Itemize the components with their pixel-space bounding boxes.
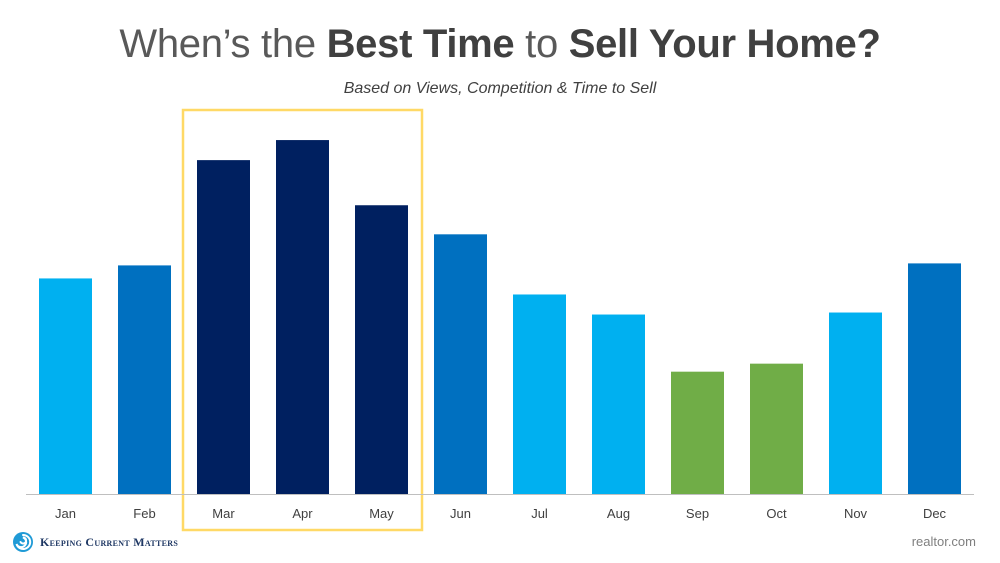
x-tick-label-nov: Nov xyxy=(844,506,868,521)
swirl-icon xyxy=(13,532,33,552)
x-tick-label-jan: Jan xyxy=(55,506,76,521)
title-part-2: to xyxy=(514,22,569,66)
x-tick-label-may: May xyxy=(369,506,394,521)
bar-apr xyxy=(276,140,329,495)
chart-title: When’s the Best Time to Sell Your Home? xyxy=(0,22,1000,67)
title-part-1: When’s the xyxy=(119,22,327,66)
x-tick-label-mar: Mar xyxy=(212,506,235,521)
chart-subtitle: Based on Views, Competition & Time to Se… xyxy=(343,80,657,97)
x-tick-label-aug: Aug xyxy=(607,506,630,521)
x-tick-label-dec: Dec xyxy=(923,506,947,521)
logo-text: Keeping Current Matters xyxy=(40,534,179,549)
x-tick-label-feb: Feb xyxy=(133,506,155,521)
bar-mar xyxy=(197,160,250,494)
bar-jul xyxy=(513,294,566,494)
brand-logo: Keeping Current Matters xyxy=(12,531,178,553)
bar-dec xyxy=(908,263,961,494)
x-tick-label-sep: Sep xyxy=(686,506,709,521)
bar-aug xyxy=(592,314,645,494)
title-bold-1: Best Time xyxy=(326,22,515,66)
bar-jun xyxy=(434,234,487,494)
bar-may xyxy=(355,205,408,494)
bar-sep xyxy=(671,371,724,494)
x-tick-label-jul: Jul xyxy=(531,506,548,521)
x-tick-label-jun: Jun xyxy=(450,506,471,521)
source-label: realtor.com xyxy=(911,534,976,549)
x-tick-label-oct: Oct xyxy=(766,506,787,521)
x-tick-label-apr: Apr xyxy=(292,506,313,521)
highlight-box xyxy=(181,108,424,532)
bar-nov xyxy=(829,312,882,494)
bar-jan xyxy=(39,278,92,494)
bar-oct xyxy=(750,363,803,494)
bar-feb xyxy=(118,265,171,494)
title-bold-2: Sell Your Home? xyxy=(568,22,881,66)
